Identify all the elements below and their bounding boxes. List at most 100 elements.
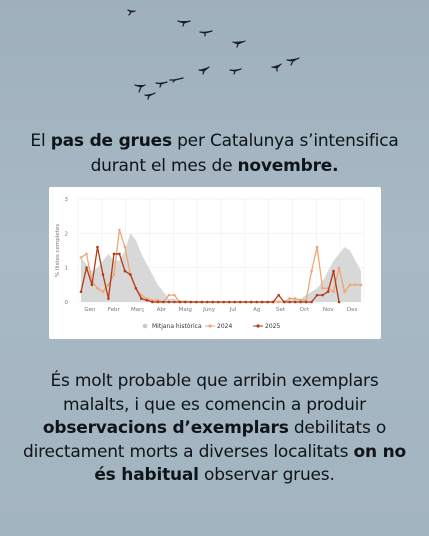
series-2025-point — [227, 300, 231, 304]
series-2025-point — [288, 300, 291, 304]
legend-2024-marker — [208, 324, 212, 328]
series-2025-point — [293, 300, 297, 304]
series-2025-point — [260, 300, 264, 304]
series-2024-point — [112, 273, 116, 276]
series-2024-point — [96, 286, 99, 290]
series-2025-point — [140, 297, 143, 300]
series-2025-point — [162, 300, 165, 304]
legend-2025-label: 2025 — [265, 323, 280, 330]
series-2025-point — [321, 293, 324, 297]
series-2025-point — [332, 269, 335, 273]
headline-bold-1: pas de grues — [50, 131, 172, 151]
series-2024-point — [315, 245, 319, 249]
x-tick-label: Nov — [323, 307, 334, 313]
series-2025-point — [299, 300, 302, 304]
series-2025-point — [211, 300, 215, 304]
x-tick-label: Gen — [84, 307, 96, 313]
crane-observations-chart: 0 1 2 3 Gen Febr Març Abr Maig Juny Jul Ag Set Oct Nov… — [55, 197, 365, 330]
series-2025-point — [277, 293, 280, 297]
series-2025-point — [222, 300, 226, 304]
series-2025-point — [151, 300, 154, 304]
series-2024-point — [359, 283, 363, 287]
series-2025-point — [238, 300, 242, 304]
legend-2024-label: 2024 — [217, 323, 232, 330]
body-bold-1: observacions d’exemplars — [42, 418, 289, 438]
series-2025-point — [178, 300, 182, 304]
series-2025-point — [200, 300, 204, 304]
x-tick-label: Febr — [108, 307, 121, 313]
series-2025-point — [112, 252, 116, 256]
series-2025-point — [216, 300, 220, 304]
body-bold-2: on no és habitual — [94, 441, 406, 486]
series-2025-point — [310, 300, 313, 304]
series-2024-point — [118, 228, 121, 232]
series-2024-point — [140, 293, 143, 297]
x-tick-label: Oct — [300, 307, 310, 313]
series-2025-point — [101, 273, 105, 276]
x-tick-label: Ag — [253, 307, 260, 313]
series-2025-point — [134, 286, 138, 290]
series-2025-point — [156, 300, 160, 304]
series-2025-point — [90, 283, 94, 287]
flying-cranes-illustration — [127, 9, 300, 100]
series-2025-point — [266, 300, 269, 304]
x-tick-label: Set — [276, 307, 286, 313]
series-2024-point — [343, 290, 346, 293]
body-text-1: És molt probable que arribin exemplars m… — [50, 371, 379, 415]
series-2024-point — [332, 290, 335, 293]
series-2024-point — [337, 266, 341, 269]
series-2025-point — [249, 300, 253, 304]
series-2025-point — [315, 293, 319, 297]
series-2025-point — [129, 273, 132, 276]
series-2025-point — [184, 300, 187, 304]
chart-card: 0 1 2 3 Gen Febr Març Abr Maig Juny Jul Ag Set Oct Nov… — [49, 187, 381, 339]
x-tick-label: Juny — [202, 307, 216, 313]
x-tick-label: Maig — [179, 307, 192, 313]
x-tick-label: Des — [347, 307, 358, 313]
series-2025-point — [189, 300, 193, 304]
series-2025-point — [118, 252, 121, 256]
series-2025-point — [107, 297, 110, 300]
series-2024-point — [107, 283, 110, 287]
series-2025-point — [326, 290, 330, 293]
y-tick-label: 2 — [65, 231, 69, 237]
x-tick-label: Jul — [229, 307, 237, 313]
series-2025-point — [123, 269, 127, 273]
series-2025-point — [205, 300, 209, 304]
series-2025-point — [271, 300, 275, 304]
body-text-2: debilitats o directament morts a diverse… — [22, 418, 387, 462]
headline-text-1: El — [30, 131, 51, 151]
series-2024-point — [85, 252, 88, 256]
series-2024-point — [167, 293, 171, 297]
headline: El pas de grues per Catalunya s’intensif… — [10, 129, 419, 179]
series-2025-point — [255, 300, 258, 304]
y-axis-label: % llistes completes — [55, 224, 61, 277]
x-tick-label: Març — [131, 307, 144, 313]
legend-2025-marker — [256, 324, 260, 328]
series-2025-point — [79, 290, 83, 293]
series-2024-point — [293, 297, 297, 300]
series-2024-point — [277, 300, 280, 304]
series-historical-area — [81, 233, 361, 302]
legend-historical-marker — [142, 323, 148, 329]
x-tick-label: Abr — [157, 307, 167, 313]
series-2025-point — [167, 300, 171, 304]
headline-bold-2: novembre. — [237, 156, 339, 176]
headline-text-2: per Catalunya s’intensifica durant el me… — [90, 131, 399, 176]
series-2025-point — [304, 300, 308, 304]
legend-historical-label: Mitjana històrica — [152, 323, 202, 330]
series-2025-point — [244, 300, 248, 304]
series-2025-point — [85, 266, 88, 269]
series-2024-point — [310, 269, 313, 273]
body-text-3: observar grues. — [198, 465, 335, 485]
series-2024-point — [288, 297, 291, 300]
series-2025-point — [194, 300, 198, 304]
series-2024-point — [173, 293, 176, 297]
series-2024-point — [123, 245, 127, 249]
series-2025-point — [145, 298, 149, 302]
series-2024-point — [348, 283, 352, 287]
series-2025-point — [173, 300, 176, 304]
y-tick-label: 1 — [65, 266, 69, 272]
y-tick-label: 3 — [65, 197, 69, 203]
series-2024-point — [79, 256, 83, 259]
